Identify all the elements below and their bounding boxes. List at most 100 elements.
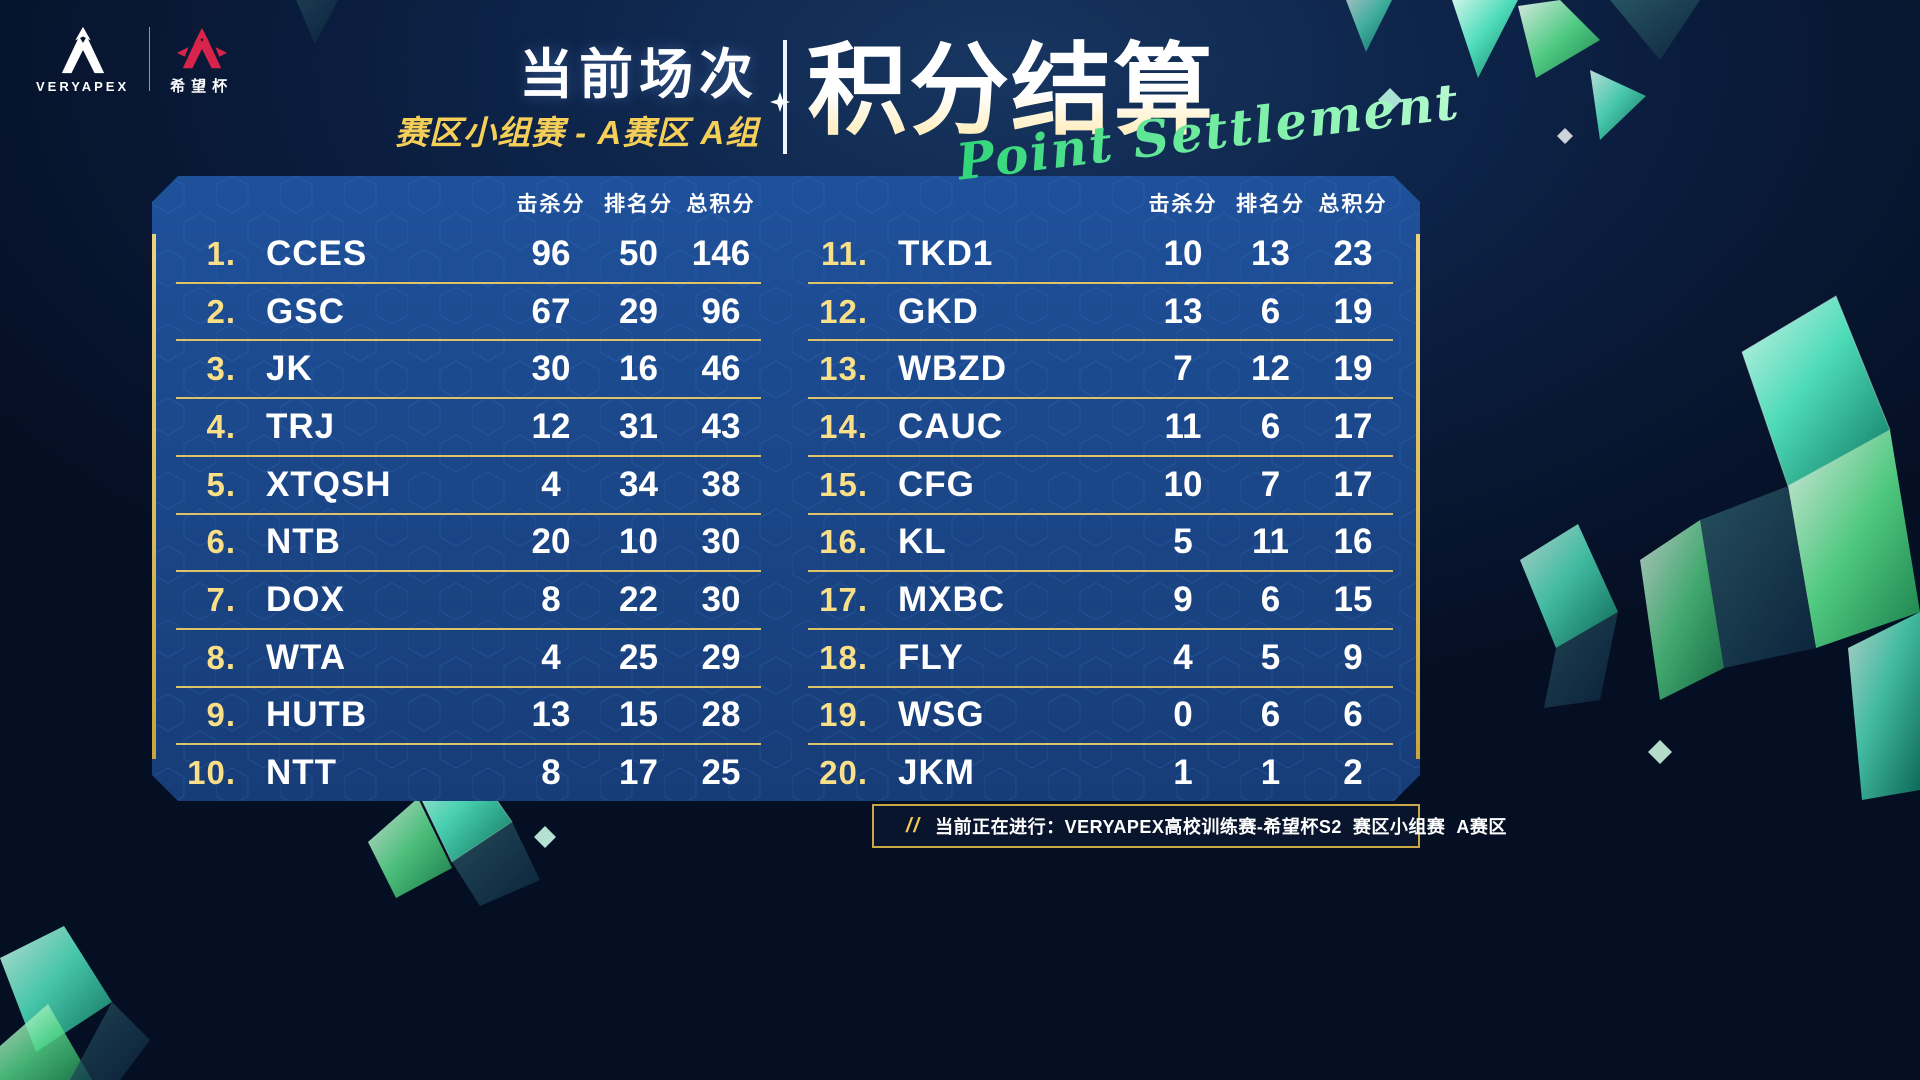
total-points: 17 (1333, 464, 1373, 504)
team-name: TKD1 (898, 233, 994, 273)
team-rank: 11. (820, 234, 868, 272)
column-header-kill: 击杀分 (1148, 193, 1218, 216)
kill-points: 8 (541, 580, 561, 620)
veryapex-logo-icon (61, 26, 104, 74)
title-block: 当前场次 赛区小组赛 - A赛区 A组 积分结算 Point Settlemen… (395, 35, 1463, 192)
table-row: 6. NTB 20 10 30 (176, 515, 761, 573)
kill-points: 20 (531, 522, 571, 562)
table-row: 16. KL 5 11 16 (808, 515, 1393, 573)
veryapex-logo: VERYAPEX (36, 25, 129, 93)
table-row: 3. JK 30 16 46 (176, 341, 761, 400)
team-rank: 3. (206, 350, 236, 388)
placement-points: 13 (1251, 233, 1290, 273)
placement-points: 6 (1260, 406, 1281, 446)
column-headers: 击杀分 排名分 总积分 (176, 188, 761, 218)
kill-points: 67 (531, 291, 571, 331)
placement-points: 12 (1251, 349, 1290, 389)
team-rank: 4. (206, 407, 236, 445)
left-table: 击杀分 排名分 总积分 1. CCES 96 50 146 2. GSC 67 29 96 3.… (176, 176, 761, 801)
placement-points: 50 (619, 233, 658, 273)
team-name: DOX (266, 580, 345, 620)
total-points: 38 (701, 464, 741, 504)
table-row: 17. MXBC 9 6 15 (808, 572, 1393, 630)
placement-points: 17 (619, 753, 658, 793)
total-points: 43 (701, 406, 741, 446)
hope-cup-label: 希望杯 (170, 78, 234, 95)
team-rank: 20. (819, 754, 868, 792)
placement-points: 7 (1260, 464, 1281, 504)
total-points: 23 (1333, 233, 1373, 273)
team-rank: 8. (206, 638, 236, 676)
right-table: 击杀分 排名分 总积分 11. TKD1 10 13 23 12. GKD 13 6 19 13… (808, 176, 1393, 801)
panel-left-accent (152, 234, 156, 759)
total-points: 28 (701, 695, 741, 735)
logo-group: VERYAPEX 希望杯 (36, 24, 233, 94)
kill-points: 7 (1173, 349, 1193, 389)
table-row: 9. HUTB 13 15 28 (176, 688, 761, 746)
score-panel: 击杀分 排名分 总积分 1. CCES 96 50 146 2. GSC 67 29 96 3.… (152, 176, 1420, 801)
placement-points: 11 (1252, 522, 1289, 562)
placement-points: 5 (1260, 637, 1281, 677)
table-row: 7. DOX 8 22 30 (176, 572, 761, 630)
table-row: 8. WTA 4 25 29 (176, 630, 761, 688)
team-rank: 13. (819, 350, 868, 388)
column-header-kill: 击杀分 (516, 193, 586, 216)
kill-points: 9 (1173, 580, 1193, 620)
team-name: KL (898, 522, 947, 562)
placement-points: 31 (619, 406, 658, 446)
team-name: WTA (266, 637, 347, 677)
table-row: 11. TKD1 10 13 23 (808, 226, 1393, 284)
table-row: 12. GKD 13 6 19 (808, 284, 1393, 342)
kill-points: 12 (531, 406, 571, 446)
veryapex-logo-label: VERYAPEX (36, 79, 130, 94)
total-points: 6 (1343, 695, 1363, 735)
total-points: 16 (1333, 522, 1373, 562)
total-points: 17 (1333, 406, 1373, 446)
team-rank: 14. (819, 407, 868, 445)
kill-points: 5 (1173, 522, 1193, 562)
kill-points: 10 (1163, 464, 1203, 504)
column-header-total: 总积分 (1318, 193, 1388, 216)
total-points: 15 (1333, 580, 1373, 620)
placement-points: 10 (619, 522, 658, 562)
table-row: 20. JKM 1 1 2 (808, 745, 1393, 801)
page-title: 积分结算 (807, 35, 1216, 147)
team-name: MXBC (898, 580, 1006, 620)
total-points: 9 (1343, 637, 1363, 677)
logo-divider (149, 27, 151, 91)
team-name: CFG (898, 464, 975, 504)
team-name: HUTB (266, 695, 368, 735)
placement-points: 16 (619, 349, 658, 389)
team-name: JKM (898, 753, 975, 793)
total-points: 146 (691, 233, 751, 273)
total-points: 29 (701, 637, 741, 677)
session-subtitle: 赛区小组赛 - A赛区 A组 (395, 114, 760, 151)
team-rank: 1. (206, 234, 236, 272)
team-rank: 5. (206, 465, 236, 503)
table-row: 1. CCES 96 50 146 (176, 226, 761, 284)
table-row: 5. XTQSH 4 34 38 (176, 457, 761, 515)
team-rank: 15. (819, 465, 868, 503)
total-points: 46 (701, 349, 741, 389)
sparkle-icon (770, 92, 791, 112)
kill-points: 4 (541, 637, 561, 677)
team-rank: 6. (206, 523, 236, 561)
table-rows: 11. TKD1 10 13 23 12. GKD 13 6 19 13. WBZD 7 12 19 1… (808, 226, 1393, 801)
status-marker: // (906, 814, 922, 837)
team-name: XTQSH (266, 464, 392, 504)
team-rank: 18. (819, 638, 868, 676)
table-row: 4. TRJ 12 31 43 (176, 399, 761, 457)
kill-points: 13 (531, 695, 571, 735)
kill-points: 8 (541, 753, 561, 793)
column-header-total: 总积分 (686, 193, 756, 216)
status-bar: // 当前正在进行：VERYAPEX高校训练赛-希望杯S2 赛区小组赛 A赛区 (872, 804, 1506, 848)
total-points: 30 (701, 580, 741, 620)
kill-points: 10 (1163, 233, 1203, 273)
team-name: NTB (266, 522, 341, 562)
total-points: 30 (701, 522, 741, 562)
total-points: 2 (1343, 753, 1363, 793)
total-points: 19 (1333, 349, 1373, 389)
placement-points: 15 (619, 695, 658, 735)
placement-points: 6 (1260, 291, 1281, 331)
team-name: NTT (266, 753, 338, 793)
